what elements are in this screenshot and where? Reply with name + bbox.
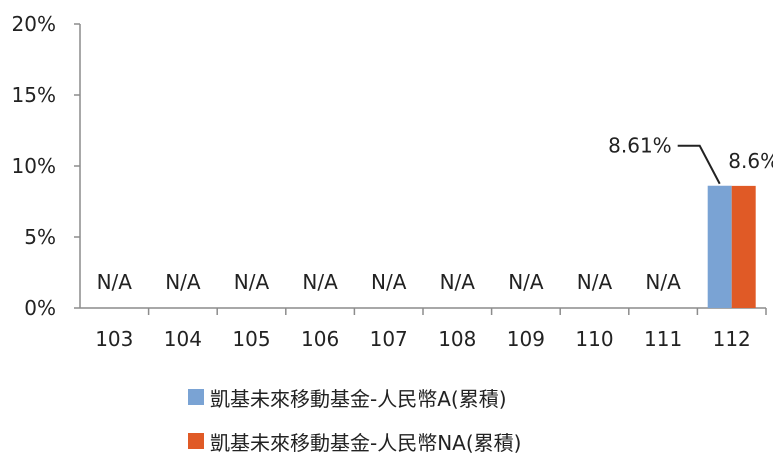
y-tick-label: 0%: [24, 296, 56, 320]
na-label: N/A: [234, 270, 270, 294]
na-label: N/A: [302, 270, 338, 294]
data-label: 8.6%: [728, 149, 773, 173]
y-tick-label: 15%: [12, 83, 56, 107]
x-tick-label: 111: [644, 327, 682, 351]
x-tick-label: 110: [575, 327, 613, 351]
na-label: N/A: [440, 270, 476, 294]
y-tick-label: 20%: [12, 12, 56, 36]
bar-series-na: [732, 186, 756, 308]
bar-series-a: [708, 186, 732, 308]
x-tick-label: 109: [507, 327, 545, 351]
na-label: N/A: [577, 270, 613, 294]
x-tick-label: 112: [713, 327, 751, 351]
y-tick-label: 10%: [12, 154, 56, 178]
legend-item-series-na: 凱基未來移動基金-人民幣NA(累積): [188, 426, 748, 456]
na-label: N/A: [97, 270, 133, 294]
y-tick-label: 5%: [24, 225, 56, 249]
x-tick-label: 103: [95, 327, 133, 351]
legend-label-series-a: 凱基未來移動基金-人民幣A(累積): [210, 383, 507, 412]
na-label: N/A: [165, 270, 201, 294]
legend-swatch-series-a: [188, 389, 204, 405]
x-tick-label: 108: [438, 327, 476, 351]
x-tick-label: 104: [164, 327, 202, 351]
data-label-leader: [678, 146, 720, 184]
x-tick-label: 106: [301, 327, 339, 351]
data-label: 8.61%: [608, 134, 672, 158]
x-tick-label: 105: [232, 327, 270, 351]
legend-label-series-na: 凱基未來移動基金-人民幣NA(累積): [210, 427, 521, 456]
na-label: N/A: [371, 270, 407, 294]
legend-item-series-a: 凱基未來移動基金-人民幣A(累積): [188, 382, 748, 412]
na-label: N/A: [508, 270, 544, 294]
legend-swatch-series-na: [188, 433, 204, 449]
na-label: N/A: [645, 270, 681, 294]
x-tick-label: 107: [370, 327, 408, 351]
